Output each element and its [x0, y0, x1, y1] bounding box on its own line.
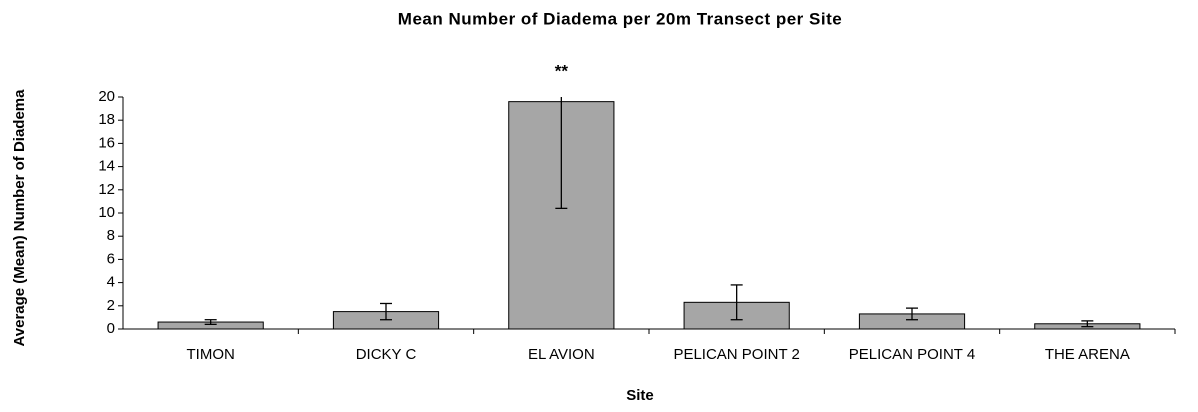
y-tick-label: 8: [107, 227, 115, 244]
y-axis-label-box: Average (Mean) Number of Diadema: [11, 89, 28, 347]
x-axis-label: Site: [626, 387, 654, 404]
error-bar: [1081, 320, 1094, 328]
x-tick-label: PELICAN POINT 4: [849, 346, 975, 363]
y-tick-label: 16: [98, 134, 115, 151]
error-bar: [730, 284, 743, 321]
x-tick-label: EL AVION: [528, 346, 595, 363]
plot-area: [157, 97, 1141, 329]
error-bar: [906, 307, 918, 321]
y-tick-label: 10: [98, 204, 115, 221]
y-tick-label: 0: [107, 320, 115, 337]
x-tick-label: THE ARENA: [1045, 346, 1130, 363]
error-bar: [555, 97, 568, 210]
y-tick-label: 20: [98, 88, 115, 105]
x-tick-label: TIMON: [187, 346, 235, 363]
y-tick-label: 6: [107, 250, 115, 267]
x-tick-label: DICKY C: [356, 346, 417, 363]
y-tick-label: 14: [98, 158, 115, 175]
annotation: **: [555, 61, 569, 80]
x-tick-label: PELICAN POINT 2: [673, 346, 799, 363]
y-tick-label: 12: [98, 181, 115, 198]
y-tick-label: 18: [98, 111, 115, 128]
y-tick-label: 4: [107, 274, 115, 291]
error-bar: [204, 319, 217, 326]
y-tick-label: 2: [107, 297, 115, 314]
error-bar: [380, 302, 392, 321]
y-axis-label: Average (Mean) Number of Diadema: [11, 89, 28, 347]
chart-title: Mean Number of Diadema per 20m Transect …: [398, 9, 842, 28]
